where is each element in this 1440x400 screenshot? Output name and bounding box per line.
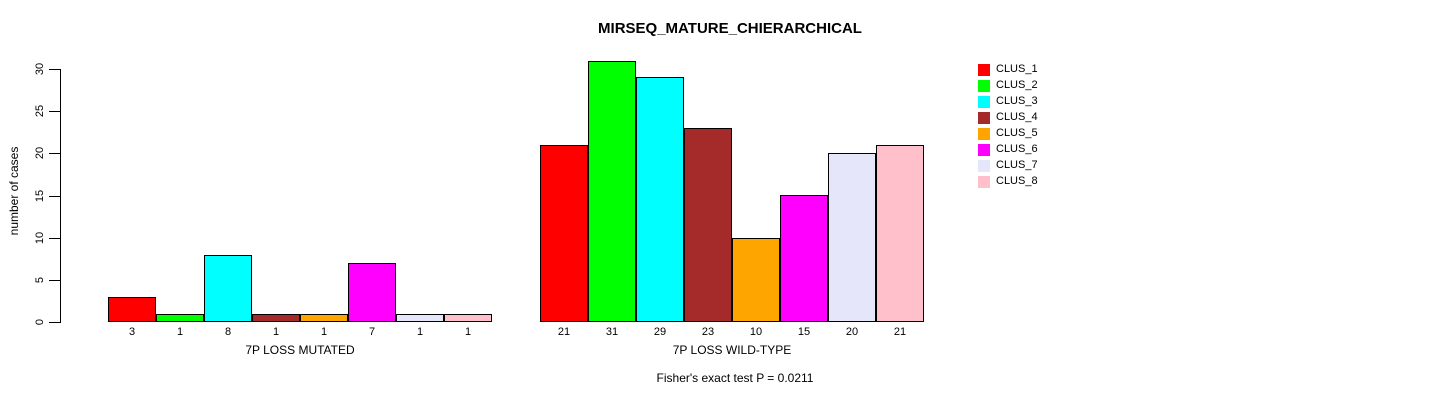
legend-swatch bbox=[978, 80, 990, 92]
bar bbox=[876, 145, 924, 322]
bar-value-label: 3 bbox=[128, 326, 136, 338]
bar-value-label: 29 bbox=[653, 326, 667, 338]
bar bbox=[156, 314, 204, 322]
bar-value-label: 1 bbox=[320, 326, 328, 338]
bar-value-label: 1 bbox=[176, 326, 184, 338]
legend-swatch bbox=[978, 144, 990, 156]
bar-value-label: 10 bbox=[749, 326, 763, 338]
bar bbox=[636, 77, 684, 322]
legend-label: CLUS_6 bbox=[996, 143, 1038, 155]
legend-label: CLUS_2 bbox=[996, 79, 1038, 91]
chart-title: MIRSEQ_MATURE_CHIERARCHICAL bbox=[598, 20, 862, 37]
bar bbox=[780, 195, 828, 322]
y-tick-mark bbox=[49, 111, 60, 113]
legend-label: CLUS_1 bbox=[996, 63, 1038, 75]
bar bbox=[588, 61, 636, 322]
bar-value-label: 1 bbox=[272, 326, 280, 338]
bar bbox=[540, 145, 588, 322]
bar bbox=[348, 263, 396, 322]
bar bbox=[204, 255, 252, 322]
legend-label: CLUS_4 bbox=[996, 111, 1038, 123]
legend-label: CLUS_5 bbox=[996, 127, 1038, 139]
y-tick-mark bbox=[49, 195, 60, 197]
bar bbox=[252, 314, 300, 322]
legend-swatch bbox=[978, 96, 990, 108]
y-tick-label: 30 bbox=[34, 62, 46, 76]
legend-swatch bbox=[978, 176, 990, 188]
legend-label: CLUS_7 bbox=[996, 159, 1038, 171]
y-tick-mark bbox=[49, 69, 60, 70]
legend-swatch bbox=[978, 160, 990, 172]
x-group-label: 7P LOSS MUTATED bbox=[245, 343, 355, 357]
bar bbox=[828, 153, 876, 322]
bar bbox=[108, 297, 156, 322]
y-tick-mark bbox=[49, 279, 60, 281]
bar bbox=[396, 314, 444, 322]
y-axis-label: number of cases bbox=[7, 146, 21, 236]
bar-value-label: 7 bbox=[368, 326, 376, 338]
legend-swatch bbox=[978, 128, 990, 140]
bar-value-label: 1 bbox=[416, 326, 424, 338]
bar bbox=[444, 314, 492, 322]
y-tick-mark bbox=[49, 322, 60, 323]
bar-value-label: 23 bbox=[701, 326, 715, 338]
y-axis-line bbox=[60, 69, 61, 323]
legend-swatch bbox=[978, 64, 990, 76]
y-tick-mark bbox=[49, 237, 60, 239]
y-tick-label: 5 bbox=[34, 276, 46, 283]
legend-label: CLUS_8 bbox=[996, 175, 1038, 187]
y-tick-label: 20 bbox=[34, 147, 46, 160]
legend-swatch bbox=[978, 112, 990, 124]
y-tick-label: 25 bbox=[34, 105, 46, 118]
annotation-text: Fisher's exact test P = 0.0211 bbox=[656, 371, 814, 385]
bar-value-label: 8 bbox=[224, 326, 232, 338]
x-group-label: 7P LOSS WILD-TYPE bbox=[672, 343, 792, 357]
bar-value-label: 15 bbox=[797, 326, 811, 338]
bar bbox=[732, 238, 780, 322]
y-tick-label: 15 bbox=[34, 189, 46, 202]
legend-label: CLUS_3 bbox=[996, 95, 1038, 107]
y-tick-label: 10 bbox=[34, 231, 46, 244]
bar bbox=[300, 314, 348, 322]
bar bbox=[684, 128, 732, 322]
y-tick-label: 0 bbox=[34, 318, 46, 326]
bar-value-label: 1 bbox=[464, 326, 472, 338]
bar-value-label: 21 bbox=[893, 326, 907, 338]
bar-value-label: 31 bbox=[605, 326, 619, 338]
bar-value-label: 20 bbox=[845, 326, 859, 338]
bar-value-label: 21 bbox=[557, 326, 571, 338]
y-tick-mark bbox=[49, 153, 60, 155]
